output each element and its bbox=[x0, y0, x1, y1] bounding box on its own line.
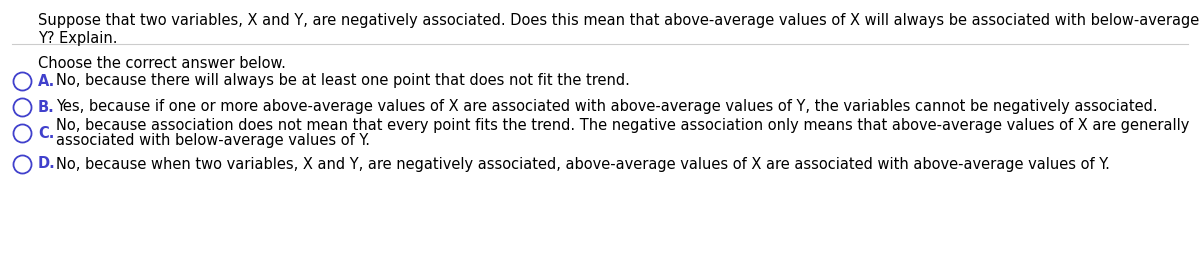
Text: D.: D. bbox=[38, 156, 55, 171]
Text: Choose the correct answer below.: Choose the correct answer below. bbox=[38, 56, 286, 71]
Text: No, because when two variables, X and Y, are negatively associated, above-averag: No, because when two variables, X and Y,… bbox=[56, 156, 1110, 171]
Text: associated with below-average values of Y.: associated with below-average values of … bbox=[56, 133, 370, 148]
Text: A.: A. bbox=[38, 73, 55, 89]
Text: No, because there will always be at least one point that does not fit the trend.: No, because there will always be at leas… bbox=[56, 73, 630, 89]
Text: Y? Explain.: Y? Explain. bbox=[38, 31, 118, 46]
Text: B.: B. bbox=[38, 100, 55, 115]
Text: No, because association does not mean that every point fits the trend. The negat: No, because association does not mean th… bbox=[56, 118, 1189, 133]
Text: C.: C. bbox=[38, 126, 54, 140]
Text: Yes, because if one or more above-average values of X are associated with above-: Yes, because if one or more above-averag… bbox=[56, 100, 1158, 115]
Text: Suppose that two variables, X and Y, are negatively associated. Does this mean t: Suppose that two variables, X and Y, are… bbox=[38, 13, 1200, 28]
